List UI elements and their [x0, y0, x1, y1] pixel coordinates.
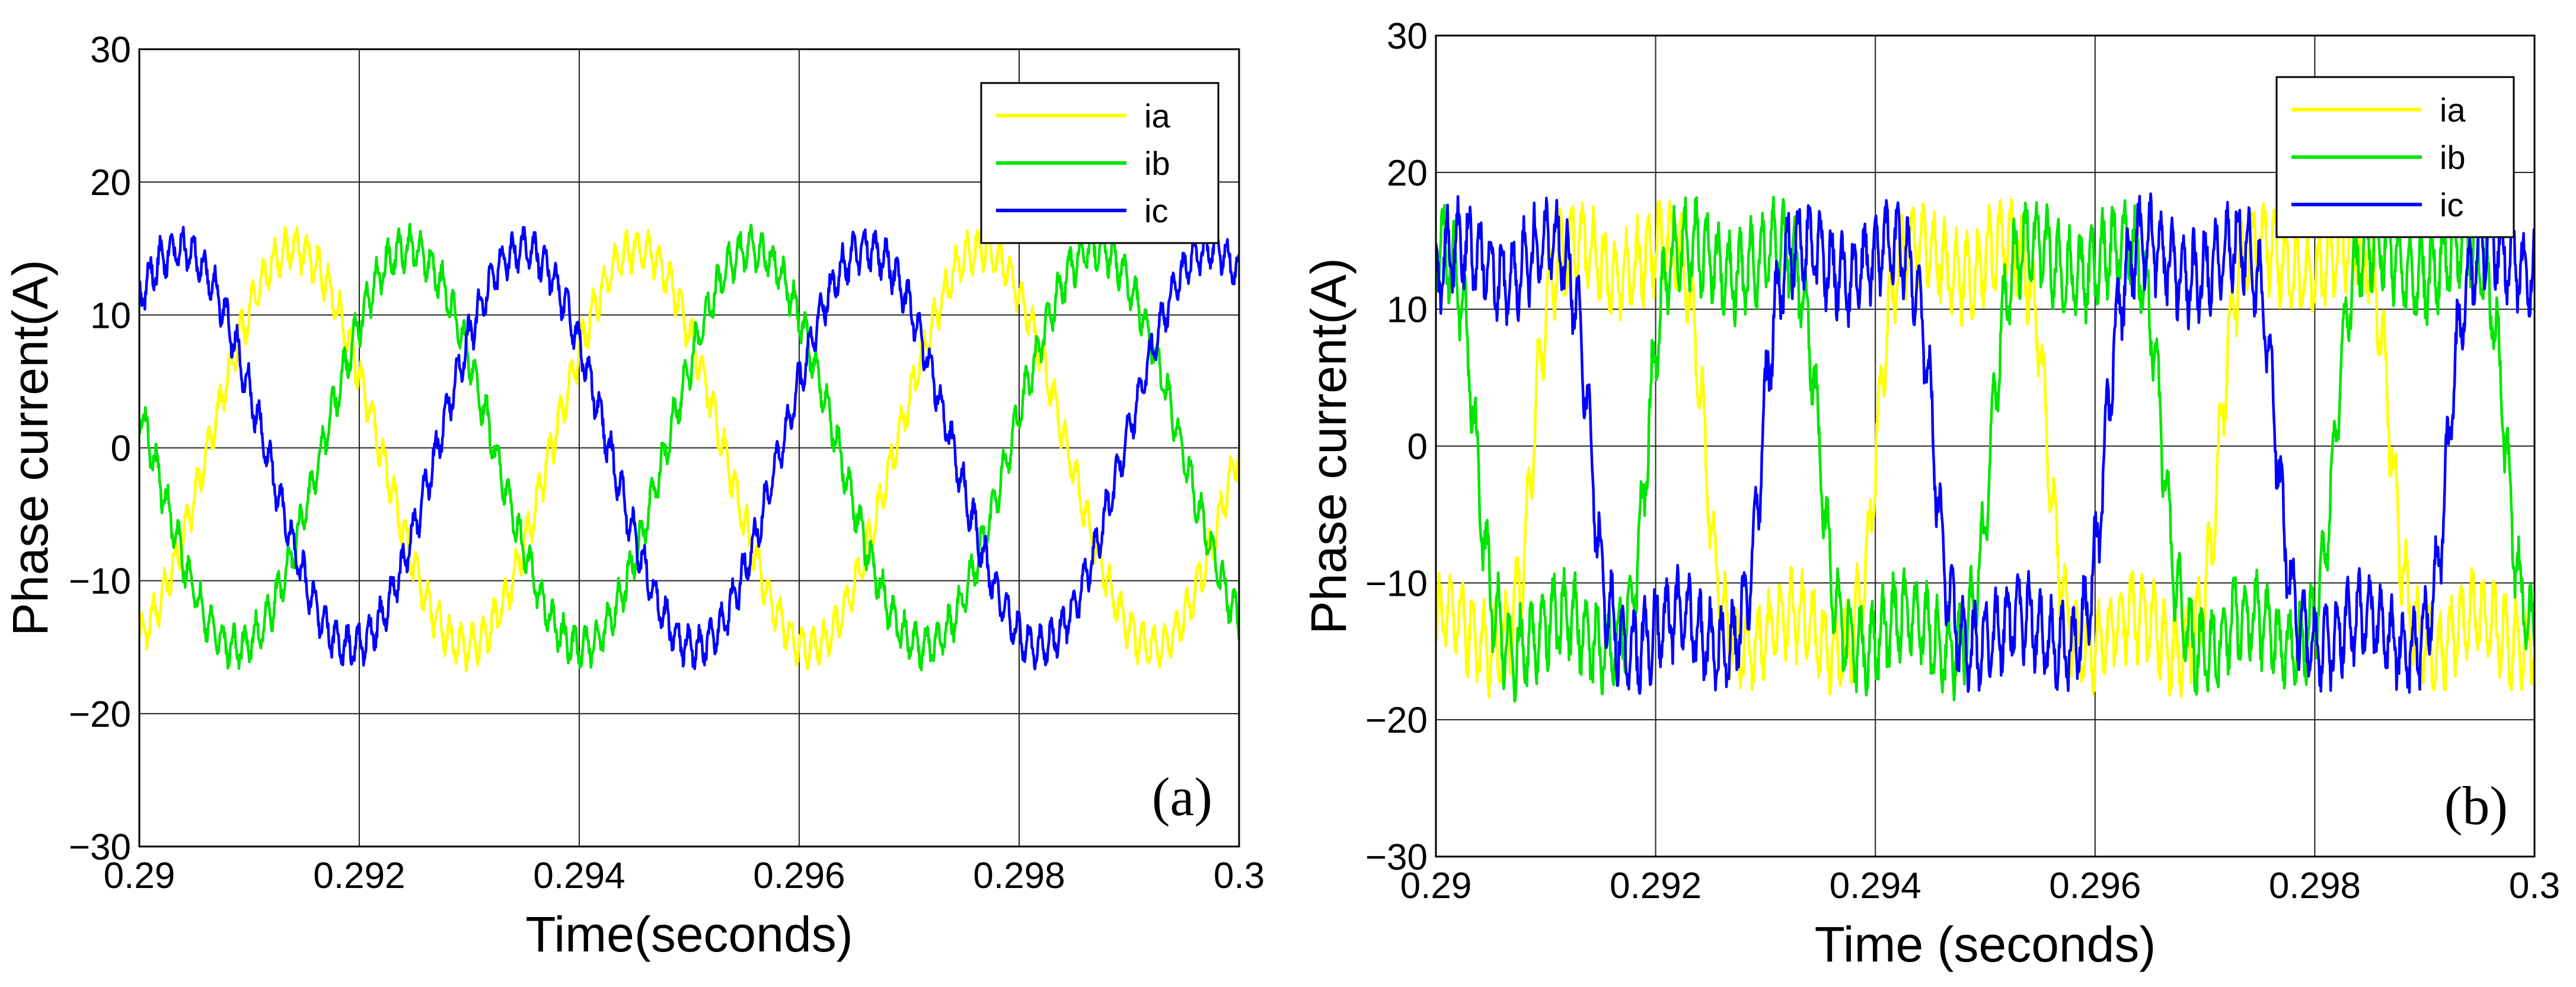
- y-axis-label: Phase current(A): [1301, 258, 1356, 634]
- legend-label-ib: ib: [1144, 145, 1170, 182]
- y-tick-label: 30: [1387, 16, 1428, 57]
- chart-panel-b: 0.29 0.292 0.294 0.296 0.298 0.3 30 20 10 0 −10 −20…: [1301, 16, 2560, 972]
- x-axis-label: Time(seconds): [525, 906, 853, 962]
- x-axis-label: Time (seconds): [1815, 916, 2156, 972]
- y-tick-label: 20: [1387, 153, 1428, 194]
- x-tick-label: 0.3: [2509, 865, 2560, 906]
- x-tick-label: 0.296: [2049, 865, 2141, 906]
- x-tick-label: 0.298: [2269, 865, 2361, 906]
- plot-frame: [1435, 34, 2536, 858]
- panel-label: (b): [2444, 775, 2508, 836]
- series-line-ib: [139, 222, 1239, 672]
- panel-label: (a): [1152, 766, 1212, 827]
- legend-label-ic: ic: [1144, 192, 1168, 229]
- x-tick-label: 0.29: [1400, 865, 1472, 906]
- legend-label-ic: ic: [2440, 186, 2463, 223]
- y-tick-label: 30: [90, 30, 131, 71]
- plot-frame: [138, 48, 1240, 848]
- series-line-ib: [1436, 192, 2534, 703]
- chart-panel-a: 0.29 0.292 0.294 0.296 0.298 0.3 30 20 10 0 −10 −20…: [2, 30, 1265, 962]
- x-tick-label: 0.3: [1214, 855, 1265, 896]
- legend-label-ia: ia: [1144, 97, 1170, 135]
- y-tick-label: −30: [1365, 837, 1428, 878]
- legend-label-ib: ib: [2440, 139, 2466, 176]
- y-tick-label: 0: [1407, 427, 1428, 468]
- x-tick-label: 0.294: [1830, 865, 1921, 906]
- series-line-ic: [139, 225, 1239, 670]
- series-line-ia: [139, 226, 1239, 673]
- y-tick-label: 20: [90, 162, 131, 203]
- y-tick-label: 10: [1387, 290, 1428, 331]
- x-tick-label: 0.296: [753, 855, 845, 896]
- x-tick-label: 0.292: [313, 855, 405, 896]
- y-tick-label: −10: [69, 561, 131, 602]
- y-tick-label: −20: [69, 694, 131, 735]
- series-line-ic: [1436, 191, 2534, 695]
- y-tick-label: −30: [69, 827, 131, 868]
- y-tick-label: 10: [90, 295, 131, 336]
- y-tick-label: −10: [1365, 563, 1428, 604]
- y-axis-label: Phase current(A): [2, 260, 58, 636]
- y-tick-label: −20: [1365, 700, 1428, 741]
- x-tick-label: 0.292: [1610, 865, 1702, 906]
- y-tick-label: 0: [111, 429, 131, 469]
- legend-label-ia: ia: [2440, 91, 2466, 129]
- x-tick-label: 0.294: [533, 855, 625, 896]
- x-tick-label: 0.29: [104, 855, 175, 896]
- x-tick-label: 0.298: [973, 855, 1065, 896]
